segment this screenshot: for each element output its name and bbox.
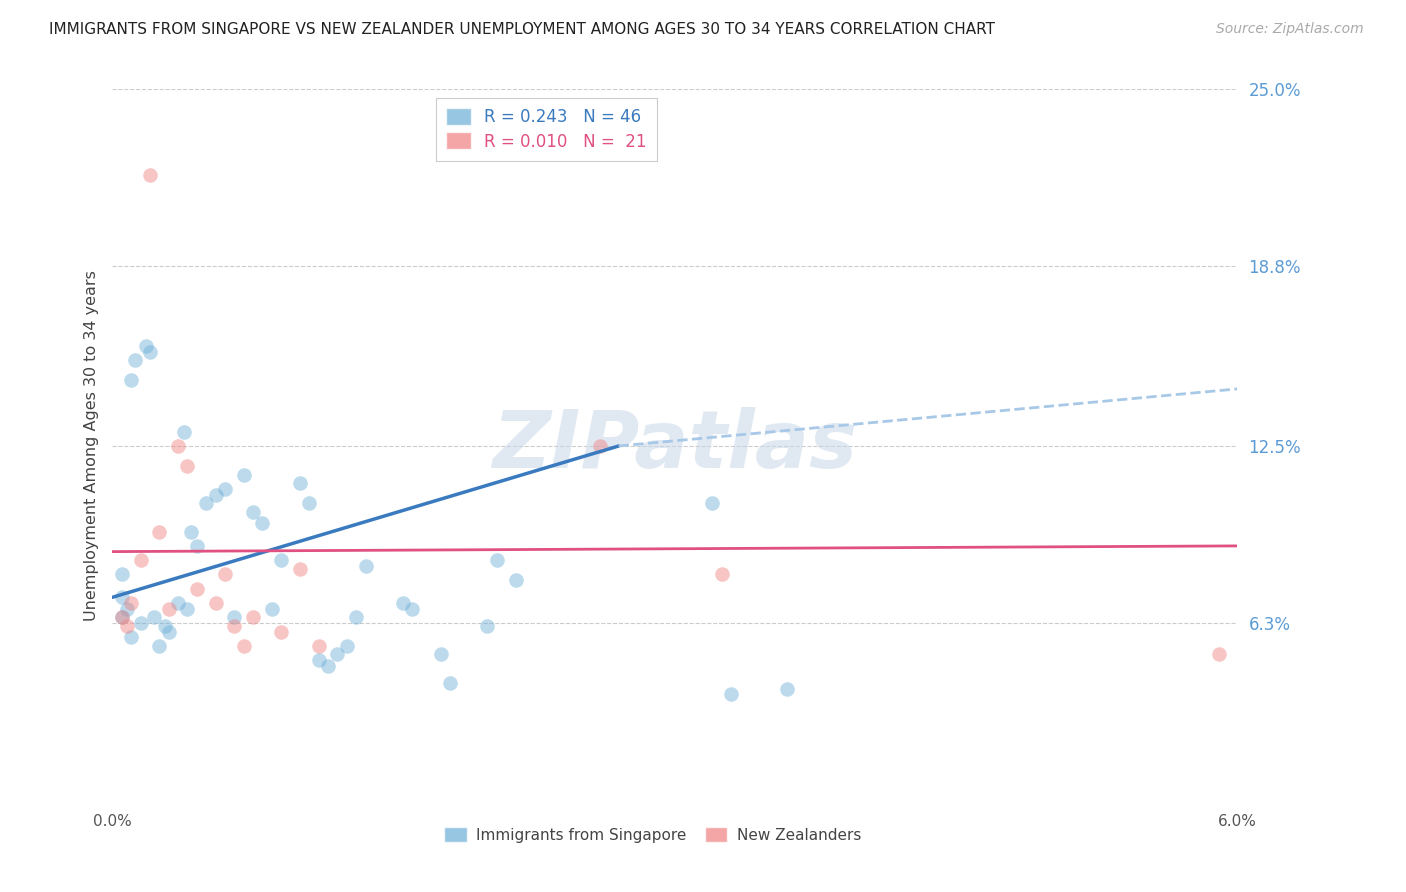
Point [148, 524, 170, 539]
Point [120, 373, 142, 387]
Point [439, 676, 461, 690]
Point [186, 539, 208, 553]
Text: Source: ZipAtlas.com: Source: ZipAtlas.com [1216, 22, 1364, 37]
Point [224, 610, 246, 624]
Point [120, 630, 142, 644]
Text: ZIPatlas: ZIPatlas [492, 407, 858, 485]
Point [153, 619, 176, 633]
Point [392, 596, 415, 610]
Point [252, 516, 274, 530]
Point [117, 601, 139, 615]
Point [316, 658, 339, 673]
Point [176, 458, 198, 473]
Point [589, 439, 612, 453]
Point [173, 425, 195, 439]
Point [344, 610, 367, 624]
Point [139, 168, 162, 182]
Point [186, 582, 208, 596]
Point [111, 610, 134, 624]
Point [308, 653, 330, 667]
Point [180, 524, 202, 539]
Point [776, 681, 799, 696]
Point [326, 648, 349, 662]
Y-axis label: Unemployment Among Ages 30 to 34 years: Unemployment Among Ages 30 to 34 years [83, 270, 98, 622]
Point [167, 596, 190, 610]
Point [477, 619, 499, 633]
Point [702, 496, 724, 510]
Point [214, 482, 236, 496]
Point [260, 601, 283, 615]
Point [336, 639, 359, 653]
Point [195, 496, 218, 510]
Point [135, 339, 157, 353]
Point [124, 353, 146, 368]
Legend: Immigrants from Singapore, New Zealanders: Immigrants from Singapore, New Zealander… [437, 821, 868, 848]
Point [354, 558, 377, 573]
Point [204, 487, 226, 501]
Point [176, 601, 198, 615]
Point [720, 687, 742, 701]
Point [505, 573, 527, 587]
Point [111, 567, 134, 582]
Point [232, 639, 254, 653]
Point [485, 553, 508, 567]
Point [120, 596, 142, 610]
Text: IMMIGRANTS FROM SINGAPORE VS NEW ZEALANDER UNEMPLOYMENT AMONG AGES 30 TO 34 YEAR: IMMIGRANTS FROM SINGAPORE VS NEW ZEALAND… [49, 22, 995, 37]
Point [242, 505, 264, 519]
Point [232, 467, 254, 482]
Point [710, 567, 733, 582]
Point [401, 601, 423, 615]
Point [139, 344, 162, 359]
Point [270, 624, 292, 639]
Point [298, 496, 321, 510]
Point [214, 567, 236, 582]
Point [129, 615, 152, 630]
Point [142, 610, 165, 624]
Point [224, 619, 246, 633]
Point [204, 596, 226, 610]
Point [270, 553, 292, 567]
Point [288, 562, 311, 576]
Point [111, 610, 134, 624]
Point [429, 648, 451, 662]
Point [288, 476, 311, 491]
Point [308, 639, 330, 653]
Point [1208, 648, 1230, 662]
Point [157, 624, 180, 639]
Point [117, 619, 139, 633]
Point [157, 601, 180, 615]
Point [129, 553, 152, 567]
Point [167, 439, 190, 453]
Point [111, 591, 134, 605]
Point [242, 610, 264, 624]
Point [148, 639, 170, 653]
